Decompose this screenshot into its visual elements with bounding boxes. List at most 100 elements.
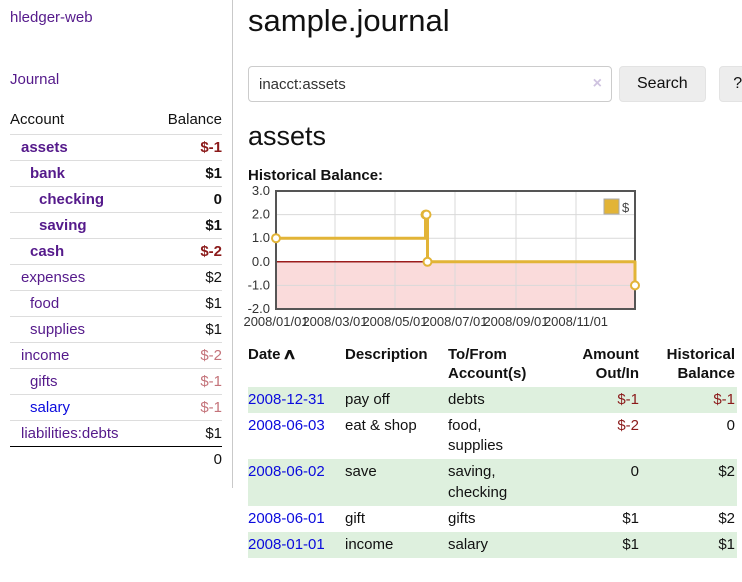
sidebar-item-saving[interactable]: saving [39, 217, 87, 234]
account-row: assets $-1 [10, 134, 222, 161]
transaction-date-link[interactable]: 2008-12-31 [248, 390, 325, 408]
svg-text:$: $ [622, 200, 630, 215]
accounts-total-row: 0 [10, 446, 222, 472]
search-form: × Search ? [248, 66, 742, 102]
transaction-description: save [345, 463, 377, 481]
transaction-balance: $-1 [713, 390, 735, 408]
svg-text:3.0: 3.0 [252, 183, 270, 198]
transaction-row: 2008-06-02 save saving, checking 0 $2 [248, 459, 737, 506]
transaction-date-link[interactable]: 2008-06-01 [248, 509, 325, 527]
svg-text:2008/09/01: 2008/09/01 [483, 314, 548, 329]
account-balance: $1 [151, 212, 222, 239]
sidebar: hledger-web Journal Account Balance asse… [0, 0, 233, 488]
account-row: saving $1 [10, 212, 222, 239]
register-header-row: Date∧ Description To/From Account(s) Amo… [248, 344, 737, 387]
sidebar-item-expenses[interactable]: expenses [21, 269, 86, 286]
transaction-date-link[interactable]: 2008-06-02 [248, 463, 325, 481]
transaction-balance: 0 [726, 416, 735, 434]
transaction-amount: 0 [630, 463, 639, 481]
page-title: sample.journal [248, 3, 450, 38]
transaction-balance: $1 [718, 536, 735, 553]
account-row: cash $-2 [10, 238, 222, 265]
chart-label: Historical Balance: [248, 167, 384, 184]
svg-text:-2.0: -2.0 [248, 301, 270, 316]
sidebar-item-bank[interactable]: bank [30, 165, 66, 182]
search-button[interactable]: Search [619, 66, 706, 102]
transaction-date-cell: 2008-06-02 [248, 459, 345, 506]
account-balance: $-2 [151, 238, 222, 265]
account-row: food $1 [10, 290, 222, 317]
register-header-accounts: To/From Account(s) [448, 346, 527, 382]
transaction-amount: $-2 [617, 416, 639, 434]
account-name-cell: checking [10, 186, 152, 213]
sidebar-item-income[interactable]: income [21, 347, 70, 364]
register-header-date[interactable]: Date∧ [248, 344, 345, 387]
account-balance: $1 [151, 160, 222, 187]
transaction-row: 2008-12-31 pay off debts $-1 $-1 [248, 386, 737, 413]
svg-text:2008/07/01: 2008/07/01 [422, 314, 487, 329]
account-row: checking 0 [10, 186, 222, 213]
main-content: sample.journal × Search ? assets Histori… [233, 0, 742, 559]
accounts-header-balance: Balance [151, 109, 222, 135]
brand-link[interactable]: hledger-web [10, 9, 93, 26]
search-input-wrap: × [248, 66, 612, 102]
account-row: bank $1 [10, 160, 222, 187]
register-header-description: Description [345, 346, 428, 363]
transaction-accounts: salary [448, 536, 489, 553]
account-balance: 0 [151, 186, 222, 213]
sidebar-item-gifts[interactable]: gifts [30, 373, 58, 390]
transaction-date-link[interactable]: 2008-06-03 [248, 416, 325, 434]
account-balance: $1 [151, 316, 222, 343]
accounts-table: Account Balance assets $-1 bank $1 checking 0… [10, 109, 222, 472]
account-name-cell: gifts [10, 368, 152, 395]
transaction-date-cell: 2008-06-01 [248, 506, 345, 532]
account-balance: $1 [205, 425, 222, 442]
sidebar-item-salary[interactable]: salary [30, 399, 71, 416]
transaction-date-cell: 2008-12-31 [248, 387, 345, 413]
transaction-amount: $1 [622, 536, 639, 553]
account-row: liabilities:debts $1 [10, 421, 222, 447]
sidebar-item-liabilities-debts[interactable]: liabilities:debts [21, 425, 119, 442]
account-balance: $1 [151, 290, 222, 317]
svg-text:0.0: 0.0 [252, 254, 270, 269]
help-button[interactable]: ? [718, 66, 742, 102]
app: hledger-web Journal Account Balance asse… [0, 0, 742, 559]
transaction-date-link[interactable]: 2008-01-01 [248, 536, 325, 553]
transaction-accounts: debts [448, 390, 485, 408]
transaction-accounts: saving, checking [448, 463, 508, 501]
account-name-cell: expenses [10, 264, 152, 291]
account-balance: $-2 [151, 342, 222, 369]
svg-text:2.0: 2.0 [252, 207, 270, 222]
svg-text:-1.0: -1.0 [248, 277, 270, 292]
clear-search-icon[interactable]: × [592, 75, 602, 92]
register-header-date-label: Date [248, 346, 281, 363]
transaction-accounts: food, supplies [448, 416, 504, 454]
svg-text:2008/03/01: 2008/03/01 [302, 314, 367, 329]
search-input[interactable] [248, 66, 612, 102]
account-row: income $-2 [10, 342, 222, 369]
account-name-cell: bank [10, 160, 152, 187]
account-name-cell: food [10, 290, 152, 317]
sidebar-item-food[interactable]: food [30, 295, 60, 312]
transaction-row: 2008-06-01 gift gifts $1 $2 [248, 506, 737, 532]
register-header-balance: Historical Balance [666, 346, 735, 382]
transaction-description: pay off [345, 390, 390, 408]
account-name-cell: cash [10, 238, 152, 265]
account-row: supplies $1 [10, 316, 222, 343]
accounts-header-row: Account Balance [10, 109, 222, 135]
svg-text:1.0: 1.0 [252, 230, 270, 245]
sidebar-item-journal[interactable]: Journal [10, 71, 60, 88]
accounts-total-balance: 0 [151, 446, 222, 472]
sidebar-item-supplies[interactable]: supplies [30, 321, 86, 338]
sidebar-item-checking[interactable]: checking [39, 191, 105, 208]
sidebar-item-assets[interactable]: assets [21, 139, 68, 156]
accounts-header-account: Account [10, 109, 152, 135]
account-name-cell: liabilities:debts [10, 421, 151, 447]
transaction-amount: $1 [622, 509, 639, 527]
register-header-amount: Amount Out/In [582, 346, 639, 382]
account-name-cell: income [10, 342, 152, 369]
svg-text:2008/01/01: 2008/01/01 [243, 314, 308, 329]
transaction-description: gift [345, 509, 366, 527]
sidebar-item-cash[interactable]: cash [30, 243, 65, 260]
transaction-accounts: gifts [448, 509, 476, 527]
